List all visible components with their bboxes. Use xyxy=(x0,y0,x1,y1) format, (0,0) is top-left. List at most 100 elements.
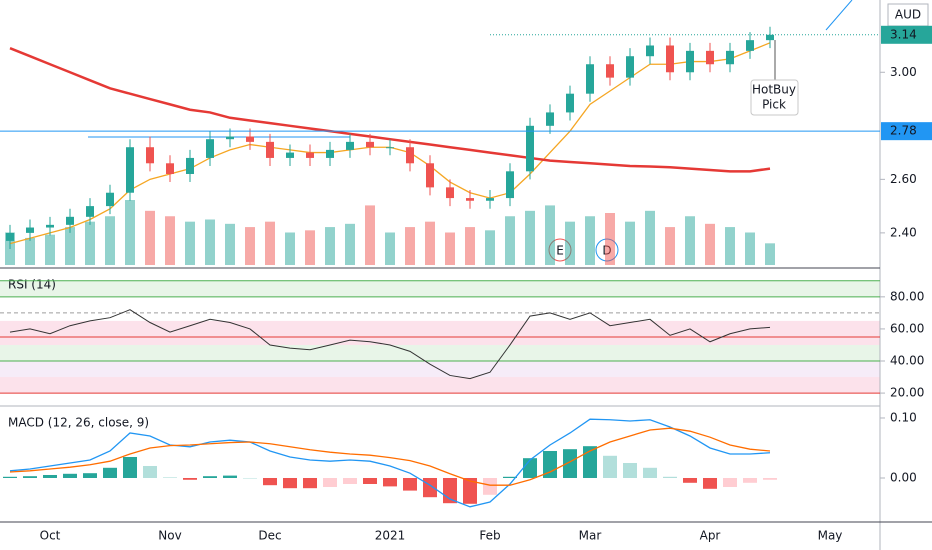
histogram-bar xyxy=(123,456,137,478)
histogram-bar xyxy=(63,473,77,478)
volume-bar xyxy=(665,227,675,265)
histogram-bar xyxy=(143,465,157,478)
histogram-bar xyxy=(103,467,117,478)
histogram-bar xyxy=(383,477,397,487)
volume-bar xyxy=(245,227,255,265)
histogram-bar xyxy=(463,477,477,504)
candle-body xyxy=(286,152,294,158)
volume-bar xyxy=(485,230,495,265)
candle-body xyxy=(446,187,454,199)
histogram-bar xyxy=(743,477,757,483)
y-tick-label: 0.10 xyxy=(890,410,917,424)
volume-bar xyxy=(285,232,295,265)
volume-bar xyxy=(685,216,695,265)
candle-body xyxy=(106,192,114,207)
annotation: Pick xyxy=(762,98,786,112)
histogram-bar xyxy=(303,477,317,489)
candle-body xyxy=(606,64,614,78)
volume-bar xyxy=(125,200,135,265)
candle-body xyxy=(306,152,314,158)
histogram-bar xyxy=(603,455,617,478)
volume-bar xyxy=(445,232,455,265)
volume-bar xyxy=(585,216,595,265)
candle-body xyxy=(566,93,574,113)
band xyxy=(0,320,880,345)
candle-body xyxy=(226,136,234,140)
x-tick-label: Dec xyxy=(258,529,281,543)
histogram-bar xyxy=(23,476,37,478)
y-tick-label: 80.00 xyxy=(890,289,924,303)
volume-bar xyxy=(145,210,155,265)
volume-bar xyxy=(425,221,435,265)
histogram-bar xyxy=(503,476,517,478)
volume-bar xyxy=(65,227,75,265)
histogram-bar xyxy=(203,476,217,478)
candle-body xyxy=(66,216,74,225)
y-tick-label: 40.00 xyxy=(890,354,924,368)
volume-bar xyxy=(205,219,215,265)
candle-body xyxy=(126,147,134,193)
x-tick-label: Mar xyxy=(579,529,602,543)
volume-bar xyxy=(265,221,275,265)
candle-body xyxy=(706,50,714,65)
band xyxy=(0,377,880,394)
volume-bar xyxy=(605,213,615,265)
candle-body xyxy=(46,224,54,228)
candle-body xyxy=(386,147,394,149)
histogram-bar xyxy=(323,477,337,487)
volume-bar xyxy=(345,223,355,265)
x-tick-label: Apr xyxy=(700,529,721,543)
candle-body xyxy=(506,171,514,199)
histogram-bar xyxy=(183,477,197,480)
volume-bar xyxy=(105,216,115,265)
histogram-bar xyxy=(683,477,697,483)
candle-body xyxy=(746,40,754,51)
y-tick-label: 0.00 xyxy=(890,470,917,484)
histogram-bar xyxy=(163,477,177,478)
histogram-bar xyxy=(723,477,737,487)
histogram-bar xyxy=(623,462,637,478)
volume-bar xyxy=(545,205,555,265)
volume-bar xyxy=(645,210,655,265)
candle-body xyxy=(326,149,334,158)
x-tick-label: 2021 xyxy=(375,529,406,543)
y-tick-label: 20.00 xyxy=(890,386,924,400)
histogram-bar xyxy=(763,477,777,480)
volume-bar xyxy=(25,237,35,265)
volume-bar xyxy=(385,232,395,265)
currency: AUD xyxy=(895,8,921,22)
macd-line xyxy=(9,418,771,508)
x-tick-label: Oct xyxy=(40,529,61,543)
rsi-line xyxy=(9,309,771,380)
volume-bar xyxy=(405,227,415,265)
candle-body xyxy=(426,163,434,188)
candle-body xyxy=(26,227,34,233)
candle-body xyxy=(686,50,694,73)
histogram-bar xyxy=(43,474,57,478)
histogram-bar xyxy=(363,477,377,484)
volume-bar xyxy=(165,216,175,265)
candle-body xyxy=(266,141,274,158)
histogram-bar xyxy=(483,477,497,495)
candle-body xyxy=(526,125,534,172)
volume-bar xyxy=(465,227,475,265)
y-tick-label: 2.40 xyxy=(890,225,917,239)
histogram-bar xyxy=(643,467,657,478)
x-tick-label: May xyxy=(818,529,843,543)
candle-body xyxy=(546,112,554,126)
price-badge-label: 3.14 xyxy=(890,27,917,41)
histogram-bar xyxy=(423,477,437,498)
event-label: E xyxy=(556,244,564,258)
annotation-box xyxy=(750,79,799,116)
histogram-bar xyxy=(83,473,97,478)
drawn-trend-line xyxy=(825,0,853,31)
candle-body xyxy=(346,141,354,150)
indicator-title: RSI (14) xyxy=(8,278,56,292)
volume-bar xyxy=(325,227,335,265)
histogram-bar xyxy=(263,477,277,486)
candle-body xyxy=(726,50,734,65)
candle-body xyxy=(206,139,214,158)
candle-body xyxy=(186,157,194,174)
volume-bar xyxy=(745,232,755,265)
histogram-bar xyxy=(703,477,717,489)
